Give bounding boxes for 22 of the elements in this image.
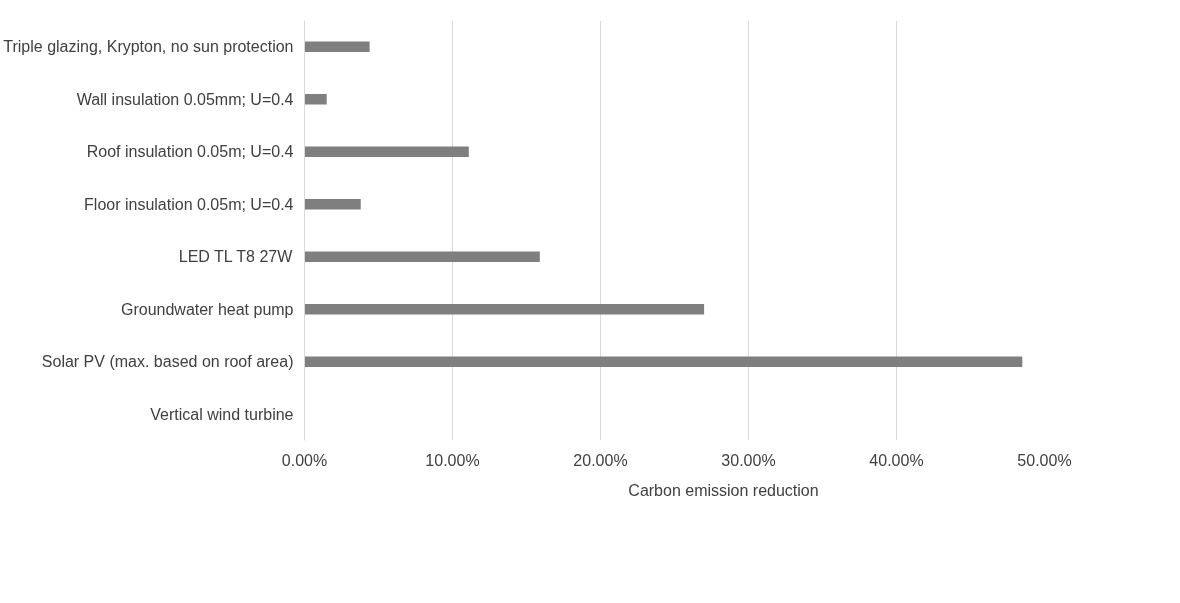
x-tick-label: 40.00%	[869, 451, 924, 469]
x-tick-label: 30.00%	[721, 451, 776, 469]
bar	[304, 94, 327, 105]
y-tick-label: Vertical wind turbine	[150, 405, 294, 423]
bar	[304, 199, 361, 210]
bar	[304, 356, 1023, 367]
bar	[304, 146, 469, 157]
y-tick-label: Floor insulation 0.05m; U=0.4	[84, 195, 294, 213]
y-tick-label: LED TL T8 27W	[178, 248, 294, 266]
bar	[304, 304, 705, 315]
y-tick-label: Groundwater heat pump	[120, 300, 294, 318]
x-tick-label: 50.00%	[1017, 451, 1072, 469]
x-tick-label: 0.00%	[281, 451, 328, 469]
text: Carbon emission reduction	[628, 482, 819, 500]
y-tick-label: Solar PV (max. based on roof area)	[41, 353, 294, 371]
y-tick-label: Wall insulation 0.05mm; U=0.4	[76, 90, 294, 108]
bar	[304, 251, 540, 262]
bar	[304, 41, 370, 52]
y-tick-label: Roof insulation 0.05m; U=0.4	[86, 143, 294, 161]
y-tick-label: Triple glazing, Krypton, no sun protection	[3, 38, 294, 56]
x-tick-label: 10.00%	[425, 451, 480, 469]
x-tick-label: 20.00%	[573, 451, 628, 469]
